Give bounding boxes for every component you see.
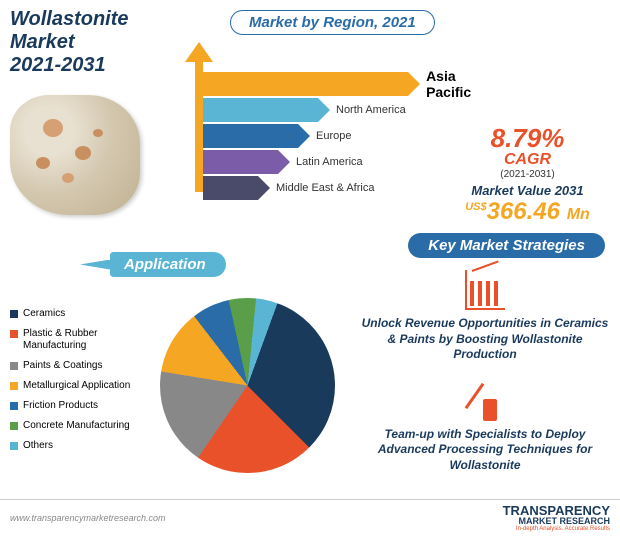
region-bar-shape-3 [203,150,278,174]
pie-chart [160,298,335,473]
legend-label-0: Ceramics [23,308,65,320]
strategy-text-1: Team-up with Specialists to Deploy Advan… [360,427,610,474]
region-bar-chart: Asia PacificNorth AmericaEuropeLatin Ame… [185,42,445,192]
legend-item-0: Ceramics [10,308,160,320]
legend-label-1: Plastic & Rubber Manufacturing [23,328,160,352]
legend-swatch-4 [10,402,18,410]
infographic-container: Wollastonite Market 2021-2031 Market by … [0,0,620,544]
title-line2: Market [10,31,170,54]
cagr-label: CAGR [450,151,605,169]
legend-label-6: Others [23,440,53,452]
legend-label-5: Concrete Manufacturing [23,420,130,432]
footer: www.transparencymarketresearch.com TRANS… [0,499,620,536]
title-line3: 2021-2031 [10,54,170,77]
region-bar-label-4: Middle East & Africa [276,182,374,194]
region-bar-label-2: Europe [316,130,351,142]
arrow-stem [195,60,203,192]
legend-swatch-0 [10,310,18,318]
legend-label-2: Paints & Coatings [23,360,103,372]
logo-line2: MARKET RESEARCH [503,517,610,526]
region-bar-label-1: North America [336,104,406,116]
region-bar-label-0: Asia Pacific [426,68,496,100]
metrics-block: 8.79% CAGR (2021-2031) Market Value 2031… [450,125,605,226]
region-bar-label-3: Latin America [296,156,363,168]
region-bar-2: Europe [203,124,351,148]
arrow-up-icon [185,42,213,62]
logo-tagline: In-depth Analysis. Accurate Results [503,526,610,532]
strategy-text-0: Unlock Revenue Opportunities in Ceramics… [360,316,610,363]
legend-swatch-1 [10,330,18,338]
legend-swatch-3 [10,382,18,390]
syringe-icon [465,381,505,421]
region-chart-header: Market by Region, 2021 [230,10,435,35]
legend-item-4: Friction Products [10,400,160,412]
key-strategies-header: Key Market Strategies [408,233,605,258]
mv-number: 366.46 [487,198,560,225]
region-bar-0: Asia Pacific [203,72,496,96]
application-pie-area: Ceramics Plastic & Rubber Manufacturing Pa… [10,288,350,498]
market-value: US$366.46 Mn [450,198,605,226]
legend-swatch-2 [10,362,18,370]
footer-url: www.transparencymarketresearch.com [10,513,166,523]
footer-logo: TRANSPARENCY MARKET RESEARCH In-depth An… [503,504,610,532]
mv-prefix: US$ [465,201,486,213]
strategy-1: Team-up with Specialists to Deploy Advan… [360,381,610,474]
region-bar-shape-1 [203,98,318,122]
cagr-value: 8.79% [450,125,605,151]
region-bar-shape-4 [203,176,258,200]
legend-swatch-6 [10,442,18,450]
title-block: Wollastonite Market 2021-2031 [10,8,170,77]
strategy-0: Unlock Revenue Opportunities in Ceramics… [360,270,610,363]
legend-label-3: Metallurgical Application [23,380,130,392]
legend-item-2: Paints & Coatings [10,360,160,372]
title-line1: Wollastonite [10,8,170,31]
mv-suffix: Mn [567,206,590,223]
region-bar-4: Middle East & Africa [203,176,374,200]
strategies-block: Unlock Revenue Opportunities in Ceramics… [360,270,610,492]
legend-swatch-5 [10,422,18,430]
chart-icon [465,270,505,310]
cagr-period: (2021-2031) [450,169,605,180]
market-value-label: Market Value 2031 [450,183,605,198]
legend-item-5: Concrete Manufacturing [10,420,160,432]
region-bar-shape-0 [203,72,408,96]
region-bar-3: Latin America [203,150,363,174]
wollastonite-rock-image [10,95,140,215]
region-bar-shape-2 [203,124,298,148]
legend-label-4: Friction Products [23,400,98,412]
application-header: Application [110,252,226,277]
pie-legend: Ceramics Plastic & Rubber Manufacturing Pa… [10,288,160,498]
legend-item-3: Metallurgical Application [10,380,160,392]
region-bar-1: North America [203,98,406,122]
legend-item-1: Plastic & Rubber Manufacturing [10,328,160,352]
legend-item-6: Others [10,440,160,452]
